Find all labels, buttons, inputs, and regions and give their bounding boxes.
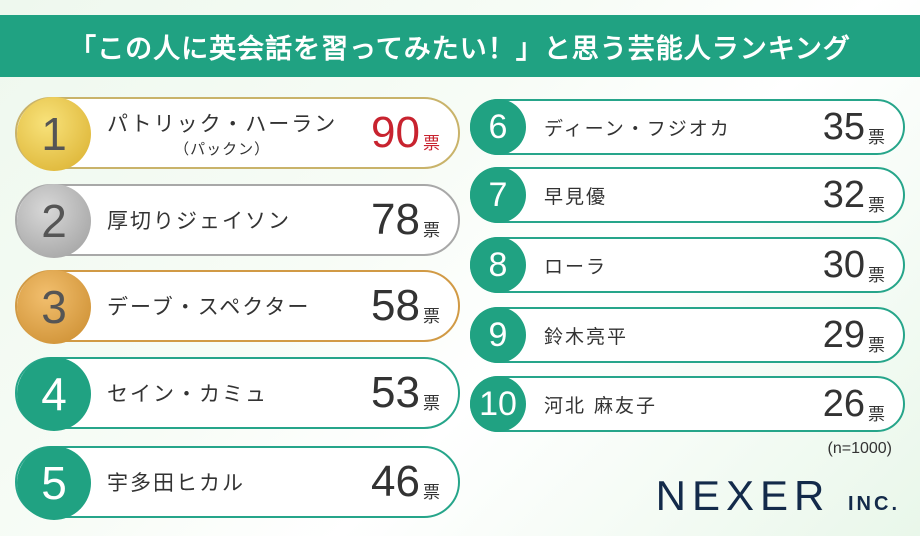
rank-badge: 7 xyxy=(470,167,526,223)
name: ローラ xyxy=(544,255,608,278)
votes-unit: 票 xyxy=(868,127,885,148)
name: 早見優 xyxy=(544,185,608,208)
rank-badge: 9 xyxy=(470,307,526,363)
votes-unit: 票 xyxy=(423,133,440,154)
ranking-item-8: 8 ローラ 30 票 xyxy=(470,237,905,293)
rank-number: 2 xyxy=(41,195,67,247)
name: 河北 麻友子 xyxy=(544,394,658,417)
rank-number: 1 xyxy=(41,108,67,160)
name: セイン・カミュ xyxy=(107,382,268,406)
rank-number: 6 xyxy=(488,107,508,146)
votes: 90 xyxy=(371,108,420,157)
votes-unit: 票 xyxy=(423,482,440,503)
name: ディーン・フジオカ xyxy=(544,117,731,140)
votes: 29 xyxy=(822,313,865,356)
votes: 53 xyxy=(371,368,420,417)
votes-unit: 票 xyxy=(868,195,885,216)
ranking-item-2: 2 厚切りジェイソン 78 票 xyxy=(15,184,460,258)
ranking-item-7: 7 早見優 32 票 xyxy=(470,167,905,223)
ranking-item-1: 1 パトリック・ハーラン （パックン） 90 票 xyxy=(15,97,460,171)
votes: 78 xyxy=(371,195,420,244)
votes: 46 xyxy=(371,457,420,506)
sample-size: (n=1000) xyxy=(827,440,893,457)
rank-number: 10 xyxy=(479,384,517,423)
logo-suffix: INC. xyxy=(848,493,900,515)
name: デーブ・スペクター xyxy=(107,295,311,319)
votes: 26 xyxy=(822,382,865,425)
ranking-item-5: 5 宇多田ヒカル 46 票 xyxy=(15,446,460,520)
rank-number: 3 xyxy=(41,281,67,333)
ranking-item-4: 4 セイン・カミュ 53 票 xyxy=(15,357,460,431)
name: 厚切りジェイソン xyxy=(107,209,291,233)
rank-number: 5 xyxy=(41,457,67,509)
rank-number: 4 xyxy=(41,368,67,420)
rank-number: 7 xyxy=(488,175,508,214)
rank-number: 9 xyxy=(488,315,508,354)
name: 鈴木亮平 xyxy=(544,325,629,348)
votes-unit: 票 xyxy=(868,265,885,286)
silver-medal-icon: 2 xyxy=(17,184,91,258)
votes-unit: 票 xyxy=(423,220,440,241)
rank-badge: 8 xyxy=(470,237,526,293)
rank-number: 8 xyxy=(488,245,508,284)
ranking-item-10: 10 河北 麻友子 26 票 xyxy=(470,376,905,432)
page-title: 「この人に英会話を習ってみたい！」と思う芸能人ランキング xyxy=(0,15,920,77)
name: 宇多田ヒカル xyxy=(107,471,245,495)
gold-medal-icon: 1 xyxy=(17,97,91,171)
votes: 32 xyxy=(822,173,865,216)
ranking-item-9: 9 鈴木亮平 29 票 xyxy=(470,307,905,363)
bronze-medal-icon: 3 xyxy=(17,270,91,344)
votes-unit: 票 xyxy=(423,393,440,414)
votes-unit: 票 xyxy=(868,335,885,356)
votes-unit: 票 xyxy=(423,306,440,327)
name: パトリック・ハーラン xyxy=(107,111,338,136)
rank-badge: 4 xyxy=(17,357,91,431)
votes: 58 xyxy=(371,281,420,330)
ranking-item-6: 6 ディーン・フジオカ 35 票 xyxy=(470,99,905,155)
logo-main: NEXER xyxy=(655,472,831,519)
votes: 30 xyxy=(822,243,865,286)
votes-unit: 票 xyxy=(868,404,885,425)
ranking-item-3: 3 デーブ・スペクター 58 票 xyxy=(15,270,460,344)
votes: 35 xyxy=(822,105,865,148)
rank-badge: 6 xyxy=(470,99,526,155)
rank-badge: 5 xyxy=(17,446,91,520)
nickname: （パックン） xyxy=(174,139,271,158)
rank-badge: 10 xyxy=(470,376,526,432)
company-logo: NEXER INC. xyxy=(656,472,900,520)
